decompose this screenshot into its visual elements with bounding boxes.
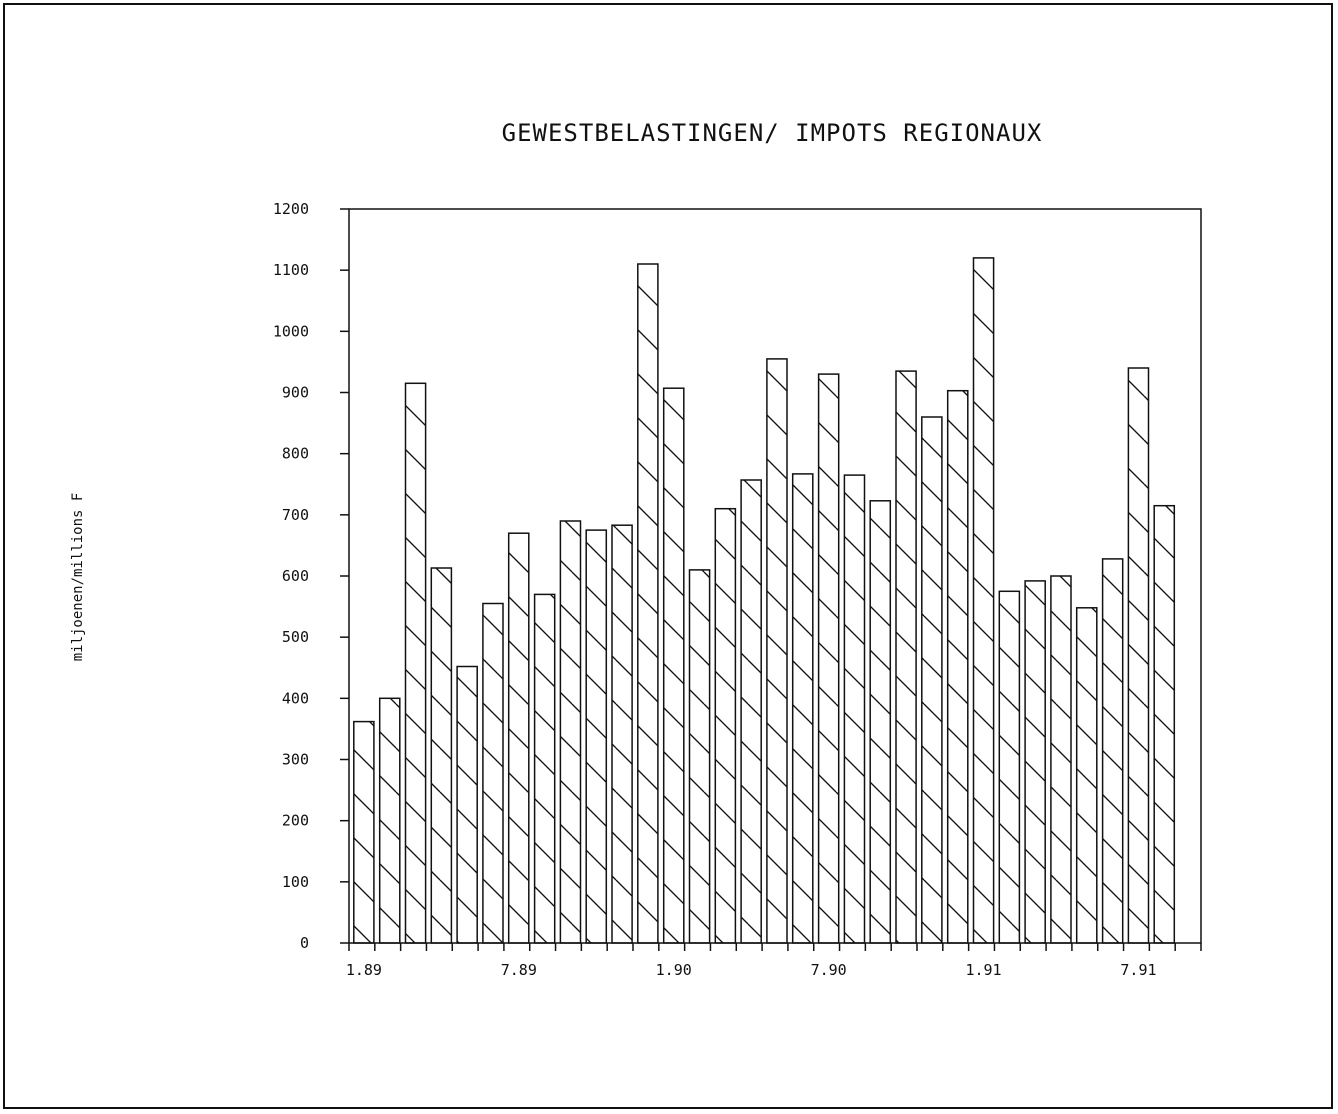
chart-frame	[3, 3, 1333, 1109]
bar-6.91	[1101, 558, 1124, 944]
y-axis-ticks: 0 100 200 300 400 500 600 700 800 900 1000 1100 1200	[273, 200, 349, 952]
bar-3.91	[1024, 580, 1046, 944]
bar-1.89	[353, 720, 375, 944]
y-tick-label: 1100	[273, 261, 309, 279]
x-tick-label: 1.91	[965, 961, 1001, 979]
y-tick-label: 500	[282, 628, 309, 646]
y-axis-label: miljoenen/millions F	[70, 493, 86, 662]
bar-12.90	[946, 389, 969, 944]
bar-6.89	[482, 602, 504, 944]
bar-5.91	[1075, 607, 1098, 944]
x-tick-label: 1.89	[346, 961, 382, 979]
y-tick-label: 0	[300, 934, 309, 952]
bar-9.89	[559, 520, 582, 944]
bar-2.90	[688, 569, 711, 944]
y-tick-label: 700	[282, 506, 309, 524]
chart-title: GEWESTBELASTINGEN/ IMPOTS REGIONAUX	[502, 119, 1043, 147]
x-axis-ticks: 1.89 7.89 1.90 7.90 1.91 7.91	[346, 943, 1202, 979]
bar-4.91	[1050, 575, 1072, 944]
x-tick-label: 1.90	[656, 961, 692, 979]
bar-2.89	[378, 697, 401, 944]
bar-10.89	[585, 529, 608, 944]
bar-7.90	[817, 373, 840, 944]
bar-2.91	[998, 590, 1021, 944]
bar-7.89	[507, 532, 530, 944]
bar-11.89	[611, 524, 633, 944]
plot-area-border	[348, 208, 1202, 944]
bar-5.90	[766, 358, 788, 944]
bar-4.90	[740, 479, 762, 944]
bar-1.90	[662, 387, 685, 944]
bar-3.90	[714, 507, 737, 944]
y-tick-label: 1200	[273, 200, 309, 218]
bars-group	[353, 257, 1176, 944]
bar-8.91	[1153, 504, 1176, 944]
bar-6.90	[791, 473, 814, 944]
bar-10.90	[895, 370, 917, 944]
bar-7.91	[1127, 367, 1150, 944]
bar-5.89	[456, 665, 478, 944]
x-tick-label: 7.90	[811, 961, 847, 979]
bar-11.90	[921, 416, 943, 944]
y-tick-label: 600	[282, 567, 309, 585]
y-tick-label: 300	[282, 751, 309, 769]
y-tick-label: 400	[282, 689, 309, 707]
bar-4.89	[430, 567, 453, 944]
y-tick-label: 800	[282, 445, 309, 463]
x-tick-label: 7.89	[501, 961, 537, 979]
y-tick-label: 200	[282, 812, 309, 830]
bar-9.90	[869, 500, 892, 944]
bar-8.90	[843, 474, 866, 944]
y-tick-label: 900	[282, 384, 309, 402]
bar-3.89	[404, 382, 427, 944]
y-tick-label: 100	[282, 873, 309, 891]
y-tick-label: 1000	[273, 322, 309, 340]
bar-8.89	[533, 593, 556, 944]
x-tick-label: 7.91	[1120, 961, 1156, 979]
bar-1.91	[972, 257, 995, 944]
bar-12.89	[637, 263, 659, 944]
